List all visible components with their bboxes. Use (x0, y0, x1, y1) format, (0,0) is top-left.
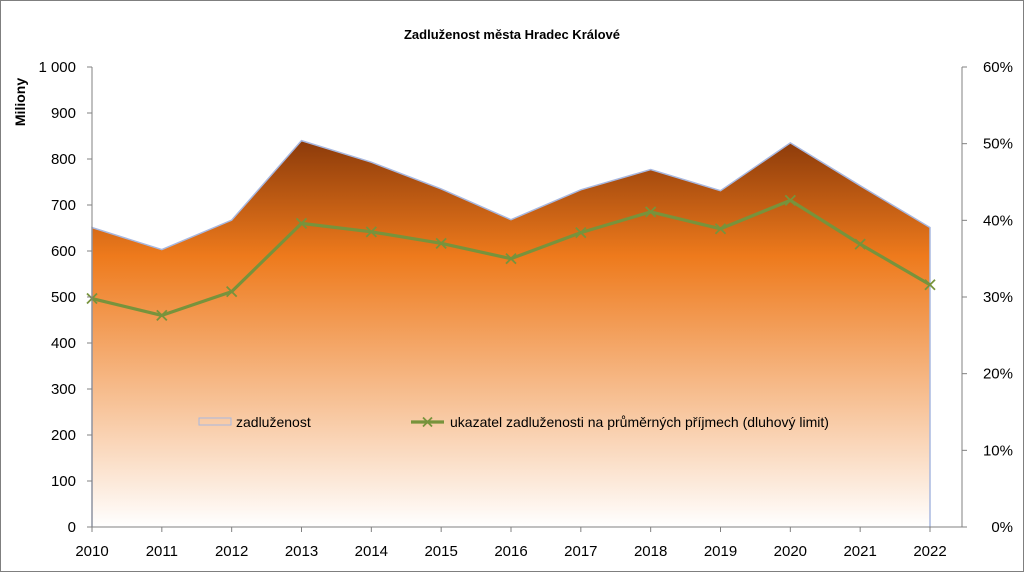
line-point-marker (854, 238, 866, 250)
line-point-marker (645, 206, 657, 218)
x-tick-label: 2020 (774, 543, 807, 560)
x-tick-label: 2016 (494, 543, 527, 560)
y-tick-label-right: 60% (983, 59, 1013, 76)
x-tick-label: 2011 (146, 543, 178, 560)
marker-stroke (226, 285, 238, 298)
marker-stroke (784, 194, 796, 207)
y-tick-label-left: 700 (51, 197, 76, 214)
x-tick-label: 2017 (564, 543, 597, 560)
x-tick-label: 2013 (285, 543, 318, 560)
plot-area (86, 139, 936, 527)
line-point-marker (505, 253, 517, 265)
marker-stroke (854, 238, 866, 250)
line-point-marker (226, 285, 238, 298)
marker-stroke (365, 226, 377, 238)
legend: zadluženost ukazatel zadluženosti na prům… (198, 414, 829, 430)
y-tick-label-right: 50% (983, 136, 1013, 153)
line-point-marker (435, 237, 447, 249)
line-point-marker (714, 223, 727, 235)
line-point-marker (156, 309, 168, 322)
x-tick-label: 2019 (704, 543, 737, 560)
x-tick-label: 2018 (634, 543, 667, 560)
marker-stroke (575, 226, 587, 239)
y-tick-label-left: 600 (51, 243, 76, 260)
y-tick-label-right: 20% (983, 366, 1013, 383)
y-tick-label-right: 30% (983, 289, 1013, 306)
legend-swatch-area (198, 417, 232, 426)
marker-stroke (714, 223, 727, 235)
x-tick-label: 2014 (355, 543, 388, 560)
legend-label-dluhovy-limit: ukazatel zadluženosti na průměrných příj… (450, 414, 829, 430)
x-tick-label: 2015 (424, 543, 457, 560)
area-series-zadluzenost (92, 140, 930, 527)
area-series-edge (91, 139, 931, 527)
marker-stroke (435, 237, 447, 249)
x-tick-label: 2022 (913, 543, 946, 560)
y-tick-label-left: 200 (51, 427, 76, 444)
y-tick-label-left: 900 (51, 105, 76, 122)
marker-stroke (156, 309, 168, 322)
y-tick-label-right: 10% (983, 442, 1013, 459)
x-tick-label: 2012 (215, 543, 248, 560)
legend-label-zadluzenost: zadluženost (236, 414, 311, 430)
y-tick-label-right: 0% (991, 519, 1013, 536)
axes: 0 100 200 300 400 500 600 700 800 900 1 000 0% 10% 20… (38, 59, 1013, 560)
line-point-marker (784, 194, 796, 207)
x-tick-label: 2010 (75, 543, 108, 560)
marker-stroke (645, 206, 657, 218)
y-tick-label-left: 800 (51, 151, 76, 168)
y-tick-label-right: 40% (983, 212, 1013, 229)
y-tick-label-left: 500 (51, 289, 76, 306)
line-point-marker (924, 279, 936, 291)
marker-stroke (295, 217, 308, 230)
y-tick-label-left: 400 (51, 335, 76, 352)
chart-title: Zadluženost města Hradec Králové (404, 27, 620, 42)
y-tick-label-left: 1 000 (38, 59, 76, 76)
line-point-marker (295, 217, 308, 230)
line-point-marker (575, 226, 587, 239)
legend-marker-stroke (422, 416, 433, 428)
y-tick-label-left: 300 (51, 381, 76, 398)
line-point-marker (365, 226, 377, 238)
y-tick-label-left: 0 (68, 519, 76, 536)
marker-stroke (924, 279, 936, 291)
y-axis-title: Miliony (12, 78, 28, 126)
x-tick-label: 2021 (843, 543, 876, 560)
y-tick-label-left: 100 (51, 473, 76, 490)
marker-stroke (505, 253, 517, 265)
